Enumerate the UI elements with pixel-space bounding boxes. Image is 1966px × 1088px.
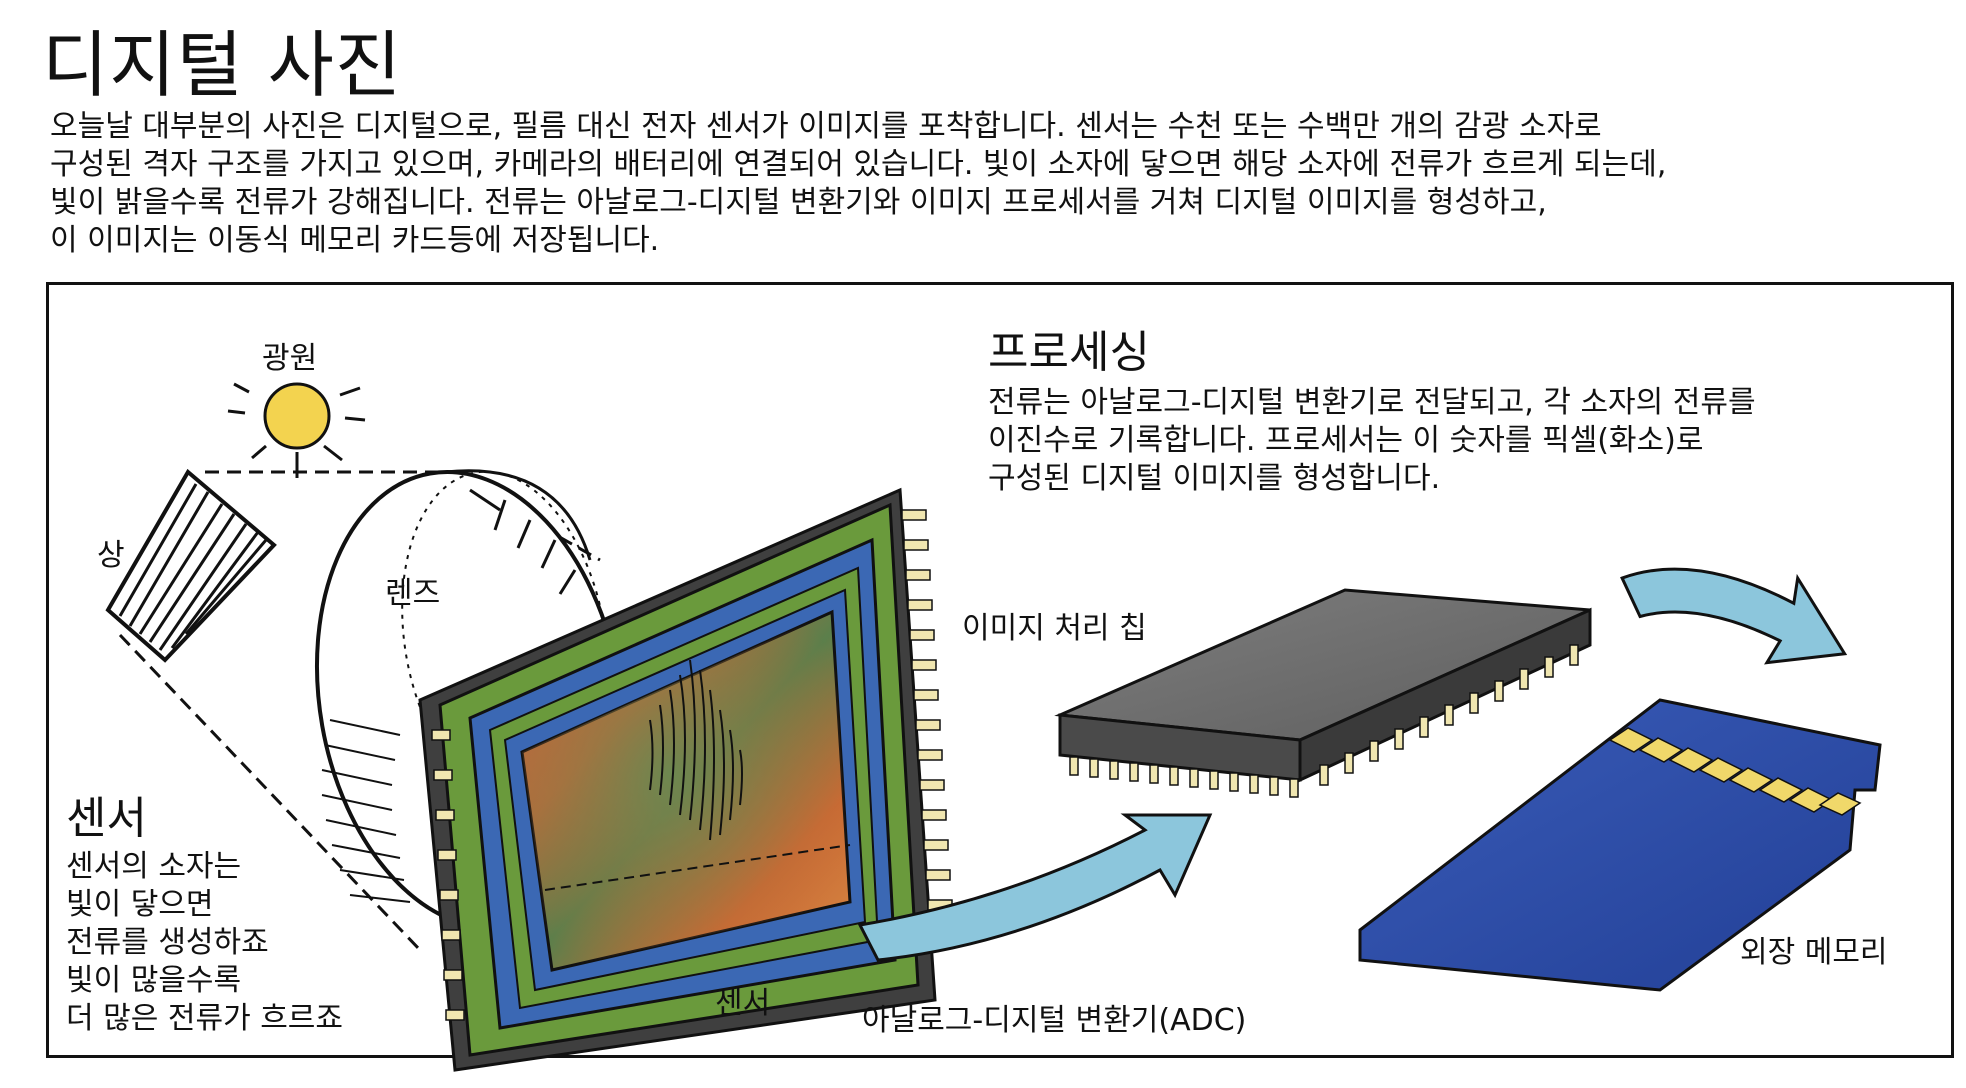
- sensor-text-line: 빛이 많을수록: [66, 963, 242, 998]
- processing-text-line: 전류는 아날로그-디지털 변환기로 전달되고, 각 소자의 전류를: [988, 385, 1756, 420]
- sensor-section-text: 센서의 소자는 빛이 닿으면 전류를 생성하죠 빛이 많을수록 더 많은 전류가…: [66, 848, 343, 1038]
- sensor-text-line: 센서의 소자는: [66, 849, 242, 884]
- sensor-label: 센서: [715, 986, 771, 1021]
- processing-section-heading: 프로세싱: [988, 327, 1150, 378]
- intro-line: 이 이미지는 이동식 메모리 카드등에 저장됩니다.: [50, 223, 660, 258]
- sun-icon: [227, 382, 366, 478]
- adc-label: 아날로그-디지털 변환기(ADC): [862, 1003, 1247, 1038]
- chip-label: 이미지 처리 칩: [962, 611, 1147, 646]
- intro-paragraph: 오늘날 대부분의 사진은 디지털으로, 필름 대신 전자 센서가 이미지를 포착…: [50, 108, 1950, 260]
- processing-section-text: 전류는 아날로그-디지털 변환기로 전달되고, 각 소자의 전류를 이진수로 기…: [988, 384, 1756, 498]
- sensor-section-heading: 센서: [66, 793, 147, 844]
- adc-arrow-icon: [857, 813, 1213, 962]
- processing-chip-icon: [1054, 588, 1592, 798]
- image-label: 상: [97, 538, 125, 573]
- sensor-text-line: 더 많은 전류가 흐르죠: [66, 1001, 344, 1036]
- inverted-image-icon: [105, 468, 277, 663]
- sensor-text-line: 전류를 생성하죠: [66, 925, 269, 960]
- page-title: 디지털 사진: [42, 23, 403, 107]
- external-memory-label: 외장 메모리: [1740, 935, 1888, 970]
- sensor-text-line: 빛이 닿으면: [66, 887, 214, 922]
- light-source-label: 광원: [262, 341, 318, 376]
- lens-label: 렌즈: [385, 576, 441, 611]
- memory-card-icon: [1358, 698, 1882, 992]
- intro-line: 빛이 밝을수록 전류가 강해집니다. 전류는 아날로그-디지털 변환기와 이미지…: [50, 185, 1547, 220]
- diagram-panel: [46, 282, 1954, 1058]
- image-sensor-icon: [418, 487, 955, 1072]
- processing-text-line: 구성된 디지털 이미지를 형성합니다.: [988, 461, 1441, 496]
- intro-line: 구성된 격자 구조를 가지고 있으며, 카메라의 배터리에 연결되어 있습니다.…: [50, 147, 1667, 182]
- memory-arrow-icon: [1620, 567, 1848, 665]
- intro-line: 오늘날 대부분의 사진은 디지털으로, 필름 대신 전자 센서가 이미지를 포착…: [50, 109, 1602, 144]
- processing-text-line: 이진수로 기록합니다. 프로세서는 이 숫자를 픽셀(화소)로: [988, 423, 1704, 458]
